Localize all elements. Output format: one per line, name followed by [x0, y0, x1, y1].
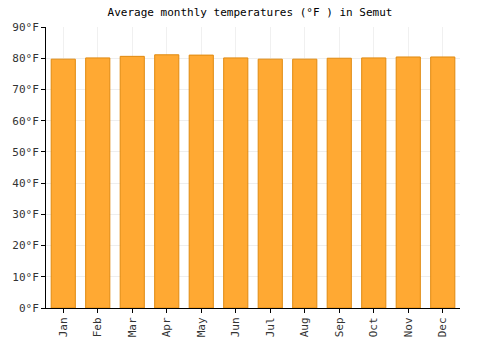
svg-text:Aug: Aug — [298, 317, 311, 337]
svg-text:20°F: 20°F — [12, 239, 39, 252]
svg-text:Mar: Mar — [126, 317, 139, 337]
svg-text:Jan: Jan — [57, 317, 70, 337]
svg-text:Nov: Nov — [402, 317, 415, 337]
svg-text:Sep: Sep — [333, 317, 346, 337]
svg-text:Jul: Jul — [264, 317, 277, 337]
svg-text:30°F: 30°F — [12, 208, 39, 221]
svg-text:Apr: Apr — [160, 317, 173, 337]
svg-text:Average monthly temperatures (: Average monthly temperatures (°F ) in Se… — [108, 6, 393, 19]
svg-text:May: May — [195, 317, 208, 337]
svg-text:Feb: Feb — [91, 317, 104, 337]
svg-text:70°F: 70°F — [12, 83, 39, 96]
svg-text:60°F: 60°F — [12, 115, 39, 128]
svg-text:10°F: 10°F — [12, 271, 39, 284]
svg-text:0°F: 0°F — [19, 302, 39, 315]
svg-text:80°F: 80°F — [12, 52, 39, 65]
svg-text:Jun: Jun — [229, 317, 242, 337]
svg-text:Oct: Oct — [367, 317, 380, 337]
svg-text:40°F: 40°F — [12, 177, 39, 190]
svg-text:50°F: 50°F — [12, 146, 39, 159]
svg-text:90°F: 90°F — [12, 21, 39, 34]
svg-text:Dec: Dec — [436, 317, 449, 337]
